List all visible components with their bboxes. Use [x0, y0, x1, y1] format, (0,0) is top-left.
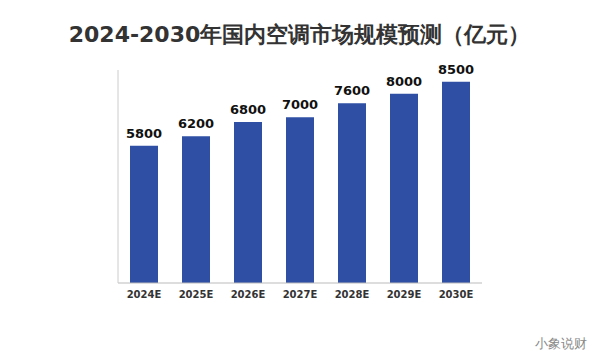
svg-text:2024E: 2024E [127, 289, 162, 300]
svg-text:2030E: 2030E [439, 289, 474, 300]
svg-text:6200: 6200 [178, 116, 214, 131]
svg-text:6800: 6800 [230, 102, 266, 117]
svg-text:5800: 5800 [126, 126, 162, 141]
html-text:小象说财: 小象说财 [535, 336, 587, 351]
svg-text:2029E: 2029E [387, 289, 422, 300]
svg-text:2027E: 2027E [283, 289, 318, 300]
svg-text:8500: 8500 [438, 62, 474, 77]
svg-text:7000: 7000 [282, 97, 318, 112]
svg-text:8000: 8000 [386, 74, 422, 89]
svg-text:2025E: 2025E [179, 289, 214, 300]
html-text:2024-2030年国内空调市场规模预测（亿元）: 2024-2030年国内空调市场规模预测（亿元） [68, 22, 531, 47]
svg-text:2028E: 2028E [335, 289, 370, 300]
svg-text:7600: 7600 [334, 83, 370, 98]
svg-text:2026E: 2026E [231, 289, 266, 300]
